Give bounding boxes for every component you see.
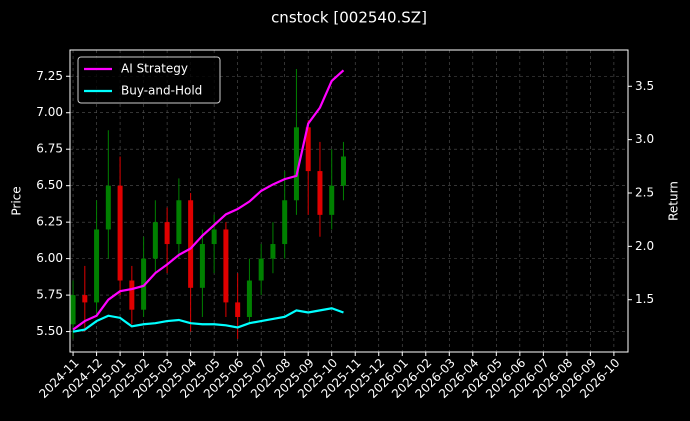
candle-body [340,156,346,186]
candle-body [129,280,135,310]
candle-body [94,229,100,303]
candle-body [235,302,241,317]
candle-body [246,280,252,317]
candle-body [70,295,76,325]
candle-body [317,171,323,215]
candle-body [82,295,88,303]
y-tick-label: 7.25 [36,69,63,83]
candle-body [329,185,335,215]
y-tick-label: 5.50 [36,324,63,338]
y2-tick-label: 3.5 [635,79,654,93]
y2-tick-label: 3.0 [635,132,654,146]
plot-frame [69,49,629,353]
series-line [72,69,345,331]
y2-tick-label: 2.0 [635,239,654,253]
candle-body [152,222,158,259]
chart-title: cnstock [002540.SZ] [271,9,427,27]
y-tick-label: 6.75 [36,142,63,156]
series-line [72,307,344,333]
candle-body [199,244,205,288]
y-tick-label: 7.00 [36,105,63,119]
y2-tick-label: 2.5 [635,185,654,199]
legend-label: Buy-and-Hold [121,84,202,98]
candle-body [117,185,123,281]
legend-box [77,56,221,104]
y2-axis-label: Return [667,181,681,221]
candle-body [293,127,299,201]
candle-body [188,200,194,288]
y-tick-label: 6.00 [36,251,63,265]
y-tick-label: 6.50 [36,178,63,192]
candle-body [164,222,170,245]
candle-body [270,244,276,259]
candle-body [305,127,311,172]
y-tick-label: 6.25 [36,215,63,229]
candle-body [105,185,111,230]
candle-body [176,200,182,245]
y2-tick-label: 1.5 [635,292,654,306]
y-axis-label: Price [10,186,24,215]
candle-body [223,229,229,303]
candle-body [141,258,147,310]
legend-label: AI Strategy [121,62,188,76]
candle-body [282,200,288,245]
candle-body [258,258,264,281]
y-tick-label: 5.75 [36,288,63,302]
candle-body [211,229,217,245]
